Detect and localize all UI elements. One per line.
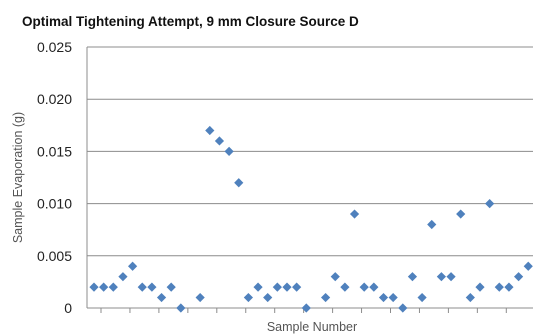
data-point — [407, 272, 418, 282]
data-point — [417, 292, 427, 303]
data-point — [523, 261, 533, 271]
y-tick-label: 0.015 — [37, 143, 72, 159]
y-tick-label: 0.005 — [37, 248, 72, 264]
y-tick-label: 0.025 — [37, 39, 72, 55]
data-point — [369, 282, 379, 292]
data-point — [427, 219, 437, 230]
y-tick-label: 0 — [64, 300, 72, 316]
data-point — [446, 272, 456, 282]
data-point — [514, 272, 524, 282]
data-point — [272, 282, 282, 292]
data-point — [485, 199, 495, 209]
axes — [86, 47, 533, 313]
data-point — [99, 282, 109, 292]
data-point — [89, 282, 99, 292]
data-point — [456, 209, 466, 219]
data-point — [234, 178, 244, 188]
data-point — [156, 292, 167, 303]
data-point — [436, 272, 446, 282]
data-point — [378, 292, 389, 303]
data-point — [359, 282, 369, 292]
data-point — [137, 282, 147, 292]
data-point — [224, 146, 234, 156]
data-point — [494, 282, 504, 292]
data-point — [108, 282, 118, 292]
data-point — [243, 292, 253, 303]
data-point — [147, 282, 157, 292]
data-point — [398, 303, 408, 313]
data-point — [330, 272, 340, 282]
data-point — [340, 282, 350, 292]
data-points — [89, 125, 533, 313]
data-point — [292, 282, 302, 292]
chart-title: Optimal Tightening Attempt, 9 mm Closure… — [22, 14, 359, 29]
data-point — [263, 292, 273, 303]
data-point — [282, 282, 292, 292]
data-point — [465, 292, 475, 303]
y-tick-labels: 0 0.005 0.010 0.015 0.020 0.025 — [37, 39, 72, 316]
data-point — [128, 261, 138, 271]
data-point — [118, 272, 128, 282]
y-tick-label: 0.020 — [37, 91, 72, 107]
data-point — [214, 136, 225, 146]
data-point — [166, 282, 176, 292]
data-point — [349, 209, 360, 219]
data-point — [195, 292, 205, 303]
data-point — [176, 303, 186, 313]
data-point — [388, 292, 398, 303]
data-point — [301, 303, 311, 313]
data-point — [504, 282, 514, 292]
data-point — [205, 125, 215, 136]
gridlines — [87, 46, 533, 257]
data-point — [475, 282, 485, 292]
data-point — [321, 292, 331, 303]
y-tick-label: 0.010 — [37, 196, 72, 212]
x-axis-label: Sample Number — [267, 320, 357, 334]
y-axis-label: Sample Evaporation (g) — [11, 112, 25, 243]
data-point — [253, 282, 263, 292]
